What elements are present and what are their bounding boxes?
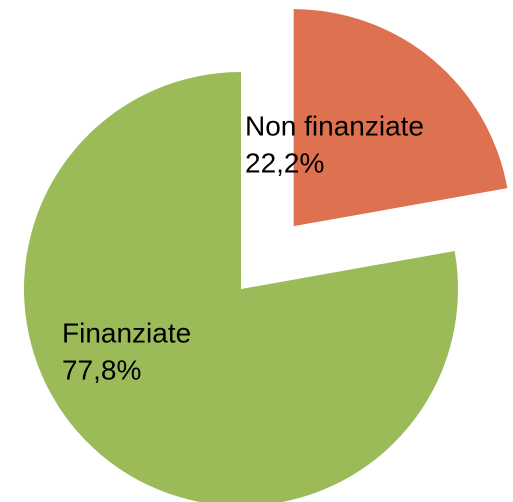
slice-label: Finanziate <box>62 317 191 348</box>
slice-label: Non finanziate <box>245 110 424 141</box>
pie-slice <box>293 9 508 227</box>
slice-value-label: 22,2% <box>245 147 324 178</box>
slice-value-label: 77,8% <box>62 354 141 385</box>
pie-slice <box>24 72 458 502</box>
